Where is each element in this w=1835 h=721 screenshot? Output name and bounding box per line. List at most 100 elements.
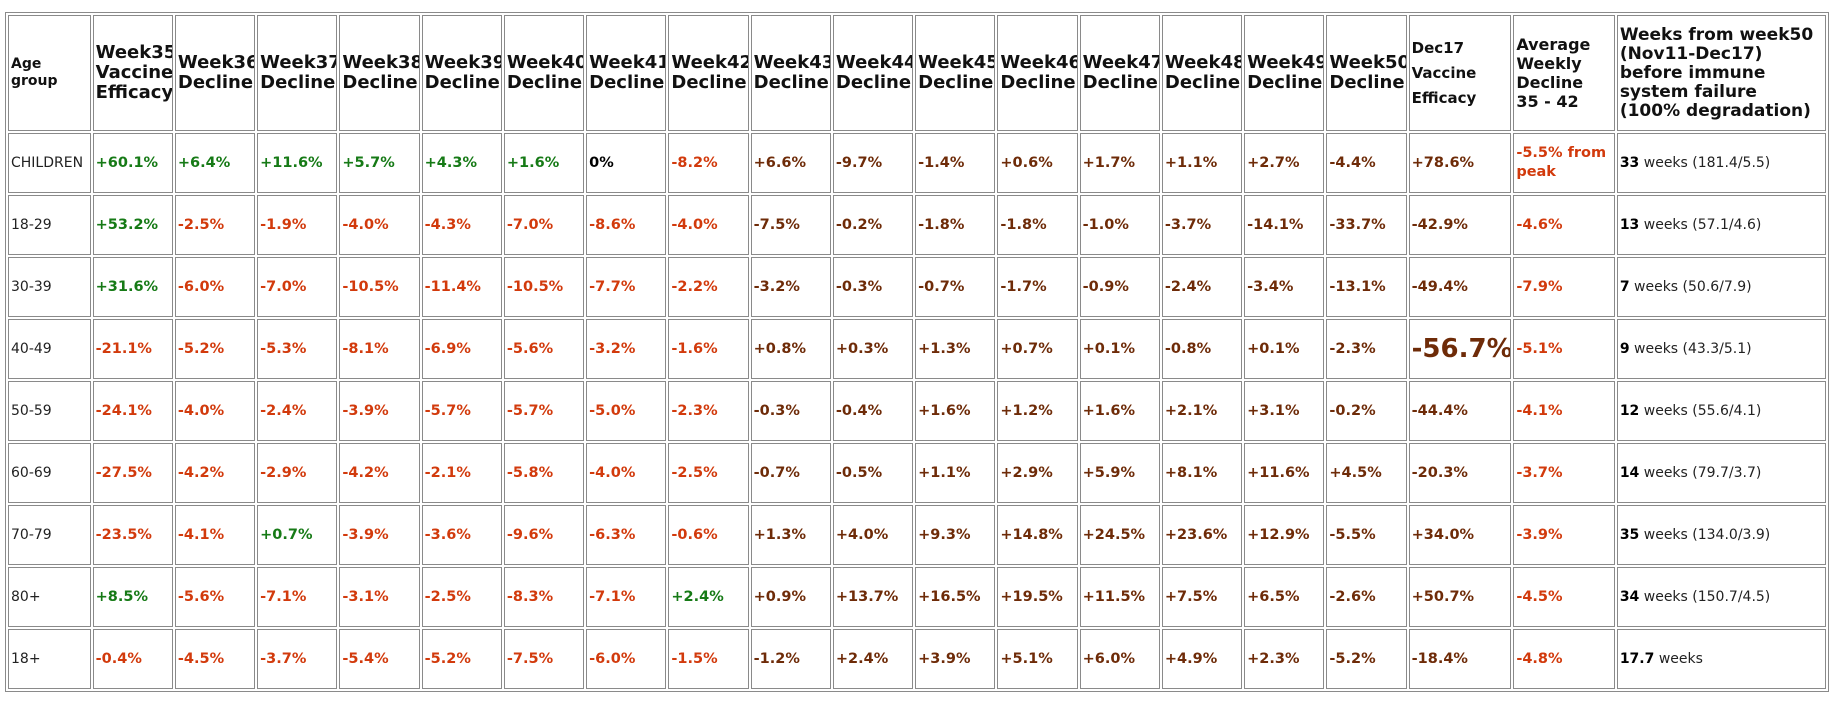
weeks-to-failure-cell: 17.7 weeks <box>1616 629 1826 689</box>
value-cell: -24.1% <box>92 381 173 441</box>
value-cell: -3.7% <box>257 629 338 689</box>
column-header-line: Week49 <box>1247 52 1325 73</box>
value-cell: -3.4% <box>1244 257 1325 317</box>
value-cell: -4.0% <box>586 443 667 503</box>
weeks-calculation: (134.0/3.9) <box>1692 527 1771 543</box>
age-group-cell: 80+ <box>8 567 91 627</box>
value-cell: -3.1% <box>339 567 420 627</box>
weeks-word: weeks <box>1643 465 1688 481</box>
value-cell: +4.3% <box>421 133 502 193</box>
value-cell: +1.6% <box>915 381 996 441</box>
value-cell: -2.5% <box>174 195 256 255</box>
value-cell: +0.3% <box>832 319 914 379</box>
column-header-line: Efficacy <box>1411 88 1477 107</box>
column-header-line: Decline <box>1000 72 1076 93</box>
value-cell: +78.6% <box>1408 133 1512 193</box>
column-header-line: Average <box>1516 35 1591 54</box>
value-cell: -7.0% <box>257 257 338 317</box>
value-cell: -0.2% <box>1326 381 1407 441</box>
average-decline-cell: -5.5% from peak <box>1513 133 1615 193</box>
value-cell: 0% <box>586 133 667 193</box>
age-group-cell: 18-29 <box>8 195 91 255</box>
value-cell: +11.6% <box>1244 443 1325 503</box>
value-cell: +6.6% <box>750 133 831 193</box>
column-header-line: Decline <box>1329 72 1405 93</box>
column-header-line: Decline <box>589 72 665 93</box>
weeks-to-failure-cell: 7 weeks (50.6/7.9) <box>1616 257 1826 317</box>
value-cell: -7.1% <box>257 567 338 627</box>
weeks-number: 17.7 <box>1619 651 1655 667</box>
value-cell: +1.1% <box>1161 133 1243 193</box>
value-cell: -4.1% <box>174 505 256 565</box>
table-body: CHILDREN +60.1% +6.4% +11.6% +5.7% +4.3% +1.6%… <box>8 133 1826 689</box>
age-group-cell: 30-39 <box>8 257 91 317</box>
value-cell: +0.1% <box>1079 319 1160 379</box>
value-cell: -3.9% <box>339 381 420 441</box>
value-cell: -7.7% <box>586 257 667 317</box>
column-header-line: Decline <box>1247 72 1323 93</box>
value-cell: -2.3% <box>1326 319 1407 379</box>
average-decline-cell: -5.1% <box>1513 319 1615 379</box>
value-cell: -5.8% <box>503 443 585 503</box>
value-cell: -0.3% <box>750 381 831 441</box>
column-header-line: before immune <box>1619 62 1766 83</box>
column-header-line: Decline <box>1082 72 1158 93</box>
value-cell: -5.6% <box>174 567 256 627</box>
value-cell: -2.3% <box>668 381 749 441</box>
value-cell: -27.5% <box>92 443 173 503</box>
column-header-line: Decline <box>1164 72 1241 93</box>
column-header: Week47 Decline <box>1079 15 1160 131</box>
table-row: 60-69 -27.5% -4.2% -2.9% -4.2% -2.1% -5.8% -4.0… <box>8 443 1826 503</box>
value-cell: +7.5% <box>1161 567 1243 627</box>
weeks-calculation: (43.3/5.1) <box>1682 341 1752 357</box>
average-decline-cell: -3.9% <box>1513 505 1615 565</box>
value-cell: -5.2% <box>174 319 256 379</box>
column-header: Week46 Decline <box>997 15 1078 131</box>
age-group-cell: 18+ <box>8 629 91 689</box>
column-header-line: Week50 <box>1329 52 1407 73</box>
weeks-number: 35 <box>1619 527 1640 543</box>
value-cell: +4.9% <box>1161 629 1243 689</box>
value-cell: -8.2% <box>668 133 749 193</box>
value-cell: -4.3% <box>421 195 502 255</box>
value-cell: +6.4% <box>174 133 256 193</box>
weeks-number: 9 <box>1619 341 1630 357</box>
value-cell: -21.1% <box>92 319 173 379</box>
weeks-to-failure-cell: 13 weeks (57.1/4.6) <box>1616 195 1826 255</box>
weeks-to-failure-cell: 35 weeks (134.0/3.9) <box>1616 505 1826 565</box>
value-cell: +5.7% <box>339 133 420 193</box>
value-cell: -4.0% <box>668 195 749 255</box>
table-row: 18+ -0.4% -4.5% -3.7% -5.4% -5.2% -7.5% -6.0% -1… <box>8 629 1826 689</box>
value-cell: +11.5% <box>1079 567 1160 627</box>
value-cell: -13.1% <box>1326 257 1407 317</box>
value-cell: -4.0% <box>339 195 420 255</box>
value-cell: -6.3% <box>586 505 667 565</box>
weeks-word: weeks <box>1658 651 1703 667</box>
column-header-line: Week42 <box>671 52 749 73</box>
value-cell: +2.1% <box>1161 381 1243 441</box>
column-header-line: Decline <box>506 72 583 93</box>
table-row: 40-49 -21.1% -5.2% -5.3% -8.1% -6.9% -5.6% -3.2… <box>8 319 1826 379</box>
header-row: Age group Week35 Vaccine Efficacy Week36 Decli… <box>8 15 1826 131</box>
weeks-to-failure-cell: 34 weeks (150.7/4.5) <box>1616 567 1826 627</box>
value-cell: +16.5% <box>915 567 996 627</box>
value-cell: +2.4% <box>668 567 749 627</box>
value-cell: +2.3% <box>1244 629 1325 689</box>
value-cell: +5.1% <box>997 629 1078 689</box>
value-cell: +4.5% <box>1326 443 1407 503</box>
column-header-line: Week39 <box>424 52 502 73</box>
column-header-line: Decline <box>918 72 994 93</box>
value-cell: -5.2% <box>421 629 502 689</box>
column-header: Week43 Decline <box>750 15 831 131</box>
average-decline-cell: -4.1% <box>1513 381 1615 441</box>
column-header: Week44 Decline <box>832 15 914 131</box>
value-cell: -2.4% <box>257 381 338 441</box>
weeks-word: weeks <box>1643 589 1688 605</box>
weeks-number: 13 <box>1619 217 1640 233</box>
column-header-line: Weekly <box>1516 54 1582 73</box>
value-cell: -9.6% <box>503 505 585 565</box>
value-cell: -1.5% <box>668 629 749 689</box>
value-cell: +1.6% <box>1079 381 1160 441</box>
value-cell: -0.7% <box>750 443 831 503</box>
column-header-line: Week46 <box>1000 52 1078 73</box>
